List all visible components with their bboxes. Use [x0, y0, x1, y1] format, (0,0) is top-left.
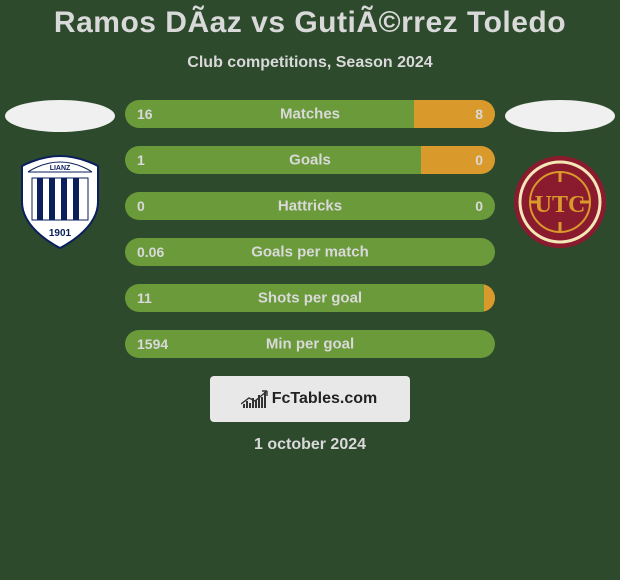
player-left-avatar-placeholder [5, 100, 115, 132]
player-right-avatar-placeholder [505, 100, 615, 132]
club-badge-right: UTC [510, 152, 610, 252]
fctables-logo-icon [243, 390, 266, 408]
bar-row: Shots per goal 11 [125, 284, 495, 312]
svg-text:UTC: UTC [535, 192, 586, 218]
comparison-infographic: Ramos DÃ­az vs GutiÃ©rrez Toledo Club co… [0, 0, 620, 580]
bar-label: Shots per goal [258, 290, 362, 307]
bar-label: Goals per match [251, 244, 369, 261]
watermark: FcTables.com [210, 376, 410, 422]
bar-value-left: 0 [137, 198, 145, 214]
bar-row: Hattricks 0 0 [125, 192, 495, 220]
bar-row: Goals per match 0.06 [125, 238, 495, 266]
bar-value-right: 0 [475, 198, 483, 214]
svg-text:1901: 1901 [49, 228, 72, 239]
bar-value-left: 0.06 [137, 244, 164, 260]
player-right-column: UTC [500, 100, 620, 252]
bar-label: Matches [280, 106, 340, 123]
bar-value-right: 8 [475, 106, 483, 122]
utc-badge-icon: UTC [510, 152, 610, 252]
date-text: 1 october 2024 [0, 436, 620, 454]
watermark-text: FcTables.com [272, 390, 378, 408]
bar-row: Matches 16 8 [125, 100, 495, 128]
bar-value-left: 16 [137, 106, 153, 122]
page-title: Ramos DÃ­az vs GutiÃ©rrez Toledo [0, 0, 620, 40]
subtitle: Club competitions, Season 2024 [0, 54, 620, 72]
bar-label: Goals [289, 152, 331, 169]
svg-text:LIANZ: LIANZ [50, 165, 71, 172]
bar-right-fill [484, 284, 495, 312]
player-left-column: LIANZ 1901 [0, 100, 120, 252]
bar-label: Min per goal [266, 336, 354, 353]
content-area: LIANZ 1901 U [0, 100, 620, 358]
bar-value-left: 1594 [137, 336, 168, 352]
bar-left-fill [125, 146, 421, 174]
alianza-lima-badge-icon: LIANZ 1901 [10, 152, 110, 252]
bar-value-left: 1 [137, 152, 145, 168]
bar-label: Hattricks [278, 198, 342, 215]
bar-row: Goals 1 0 [125, 146, 495, 174]
bar-value-left: 11 [137, 290, 152, 306]
comparison-bars: Matches 16 8 Goals 1 0 Hattricks 0 0 Goals per ma… [125, 100, 495, 358]
club-badge-left: LIANZ 1901 [10, 152, 110, 252]
bar-right-fill [421, 146, 495, 174]
bar-row: Min per goal 1594 [125, 330, 495, 358]
bar-value-right: 0 [475, 152, 483, 168]
bar-left-fill [125, 100, 414, 128]
